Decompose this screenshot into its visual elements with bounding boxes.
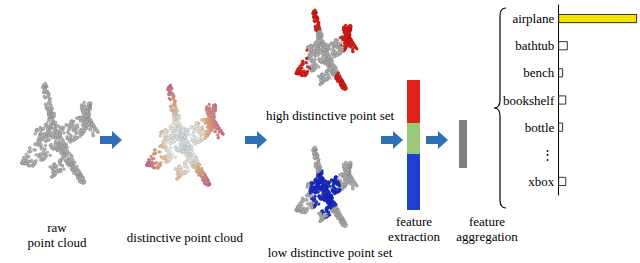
svg-text:low distinctive point set: low distinctive point set <box>268 245 393 260</box>
svg-text:bench: bench <box>523 65 555 80</box>
svg-text:bookshelf: bookshelf <box>503 93 555 108</box>
svg-text:⋮: ⋮ <box>541 147 554 162</box>
svg-text:point cloud: point cloud <box>28 235 87 250</box>
svg-text:xbox: xbox <box>528 174 555 189</box>
svg-text:high distinctive point set: high distinctive point set <box>266 108 395 123</box>
svg-text:aggregation: aggregation <box>456 229 518 244</box>
svg-text:raw: raw <box>47 220 67 235</box>
svg-text:feature: feature <box>396 214 432 229</box>
svg-text:extraction: extraction <box>388 229 440 244</box>
svg-text:bathtub: bathtub <box>515 38 554 53</box>
svg-text:feature: feature <box>469 214 505 229</box>
svg-text:airplane: airplane <box>512 11 554 26</box>
svg-text:bottle: bottle <box>525 120 555 135</box>
svg-text:distinctive point cloud: distinctive point cloud <box>127 230 244 245</box>
